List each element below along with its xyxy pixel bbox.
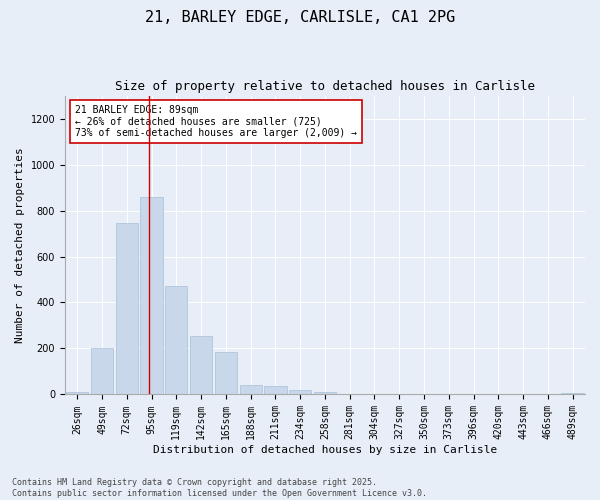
Bar bbox=[190, 336, 212, 394]
X-axis label: Distribution of detached houses by size in Carlisle: Distribution of detached houses by size … bbox=[153, 445, 497, 455]
Bar bbox=[289, 390, 311, 394]
Bar bbox=[314, 392, 336, 394]
Bar bbox=[264, 386, 287, 394]
Text: 21 BARLEY EDGE: 89sqm
← 26% of detached houses are smaller (725)
73% of semi-det: 21 BARLEY EDGE: 89sqm ← 26% of detached … bbox=[76, 104, 358, 138]
Bar bbox=[66, 392, 88, 394]
Text: Contains HM Land Registry data © Crown copyright and database right 2025.
Contai: Contains HM Land Registry data © Crown c… bbox=[12, 478, 427, 498]
Text: 21, BARLEY EDGE, CARLISLE, CA1 2PG: 21, BARLEY EDGE, CARLISLE, CA1 2PG bbox=[145, 10, 455, 25]
Title: Size of property relative to detached houses in Carlisle: Size of property relative to detached ho… bbox=[115, 80, 535, 93]
Y-axis label: Number of detached properties: Number of detached properties bbox=[15, 147, 25, 343]
Bar bbox=[562, 392, 584, 394]
Bar bbox=[116, 223, 138, 394]
Bar bbox=[239, 386, 262, 394]
Bar bbox=[215, 352, 237, 395]
Bar bbox=[140, 196, 163, 394]
Bar bbox=[165, 286, 187, 395]
Bar bbox=[91, 348, 113, 395]
